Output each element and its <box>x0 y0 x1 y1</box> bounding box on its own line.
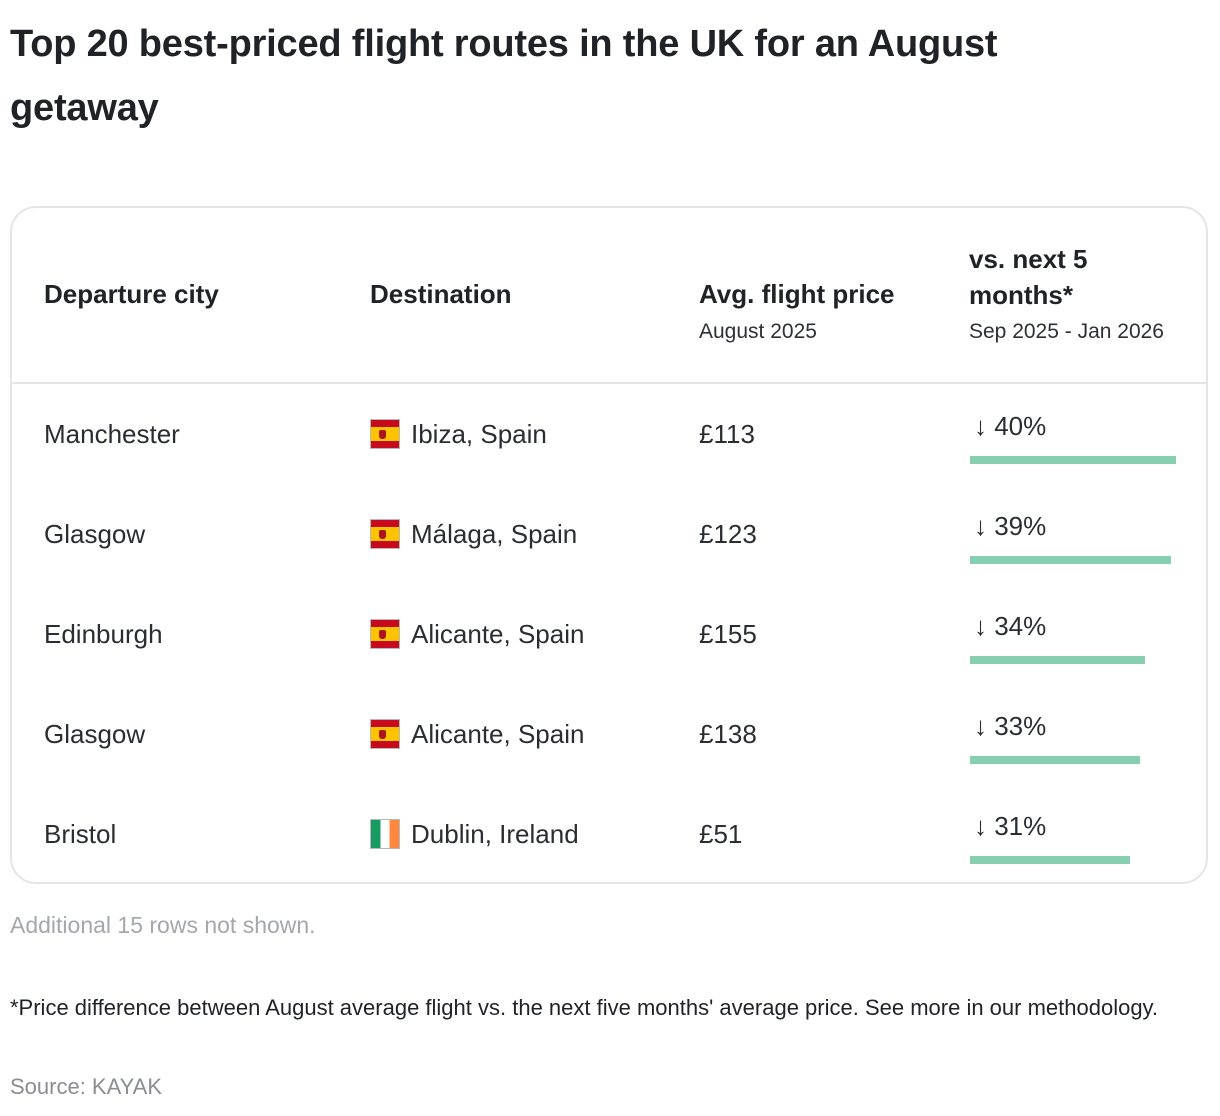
spain-flag-icon <box>370 519 400 549</box>
hidden-rows-note: Additional 15 rows not shown. <box>10 912 316 938</box>
avg-flight-price: £51 <box>699 819 743 849</box>
destination-name: Alicante, Spain <box>411 719 585 749</box>
destination-cell: Alicante, Spain <box>370 717 584 751</box>
table-row: Manchester Ibiza, Spain £113 ↓ 40% <box>12 384 1206 484</box>
departure-city: Bristol <box>44 819 117 849</box>
spain-flag-icon <box>370 619 400 649</box>
routes-table: Departure city Destination Avg. flight p… <box>10 206 1208 884</box>
destination-name: Alicante, Spain <box>411 619 585 649</box>
price-change-value: ↓ 39% <box>974 511 1047 541</box>
price-change-bar <box>970 856 1130 864</box>
avg-flight-price: £138 <box>699 719 757 749</box>
price-change-value: ↓ 34% <box>974 611 1047 641</box>
price-change-bar-track <box>970 756 1180 764</box>
header-change-line2[interactable]: months* <box>969 280 1073 310</box>
price-change-bar-track <box>970 456 1180 464</box>
destination-name: Málaga, Spain <box>411 519 578 549</box>
header-avg-flight-price[interactable]: Avg. flight price <box>699 279 895 309</box>
price-change-bar-track <box>970 856 1180 864</box>
departure-city: Manchester <box>44 419 180 449</box>
footnote: *Price difference between August average… <box>10 995 1159 1020</box>
destination-cell: Ibiza, Spain <box>370 417 547 451</box>
spain-flag-icon <box>370 719 400 749</box>
destination-name: Dublin, Ireland <box>411 819 579 849</box>
header-change-line1[interactable]: vs. next 5 <box>969 244 1088 274</box>
header-departure-city[interactable]: Departure city <box>44 279 219 309</box>
source-note: Source: KAYAK <box>10 1074 163 1099</box>
table-header: Departure city Destination Avg. flight p… <box>12 208 1206 384</box>
price-change-value: ↓ 40% <box>974 411 1047 441</box>
avg-flight-price: £113 <box>699 419 755 449</box>
spain-flag-icon <box>370 419 400 449</box>
price-change-bar <box>970 456 1176 464</box>
departure-city: Glasgow <box>44 519 146 549</box>
table-row: Edinburgh Alicante, Spain £155 ↓ 34% <box>12 584 1206 684</box>
departure-city: Glasgow <box>44 719 146 749</box>
table-row: Glasgow Málaga, Spain £123 ↓ 39% <box>12 484 1206 584</box>
price-change-bar-track <box>970 556 1180 564</box>
destination-cell: Dublin, Ireland <box>370 817 579 851</box>
header-destination[interactable]: Destination <box>370 279 512 309</box>
price-change-value: ↓ 31% <box>974 811 1047 841</box>
price-change-bar <box>970 756 1140 764</box>
price-change-bar-track <box>970 656 1180 664</box>
header-change-subtitle: Sep 2025 - Jan 2026 <box>969 320 1164 343</box>
table-row: Bristol Dublin, Ireland £51 ↓ 31% <box>12 784 1206 882</box>
page-title: Top 20 best-priced flight routes in the … <box>10 23 998 129</box>
destination-cell: Alicante, Spain <box>370 617 584 651</box>
ireland-flag-icon <box>370 819 400 849</box>
header-price-subtitle: August 2025 <box>699 320 817 343</box>
departure-city: Edinburgh <box>44 619 163 649</box>
price-change-bar <box>970 656 1145 664</box>
price-change-bar <box>970 556 1171 564</box>
destination-cell: Málaga, Spain <box>370 517 577 551</box>
avg-flight-price: £155 <box>699 619 757 649</box>
avg-flight-price: £123 <box>699 519 757 549</box>
destination-name: Ibiza, Spain <box>411 419 547 449</box>
price-change-value: ↓ 33% <box>974 711 1047 741</box>
table-row: Glasgow Alicante, Spain £138 ↓ 33% <box>12 684 1206 784</box>
